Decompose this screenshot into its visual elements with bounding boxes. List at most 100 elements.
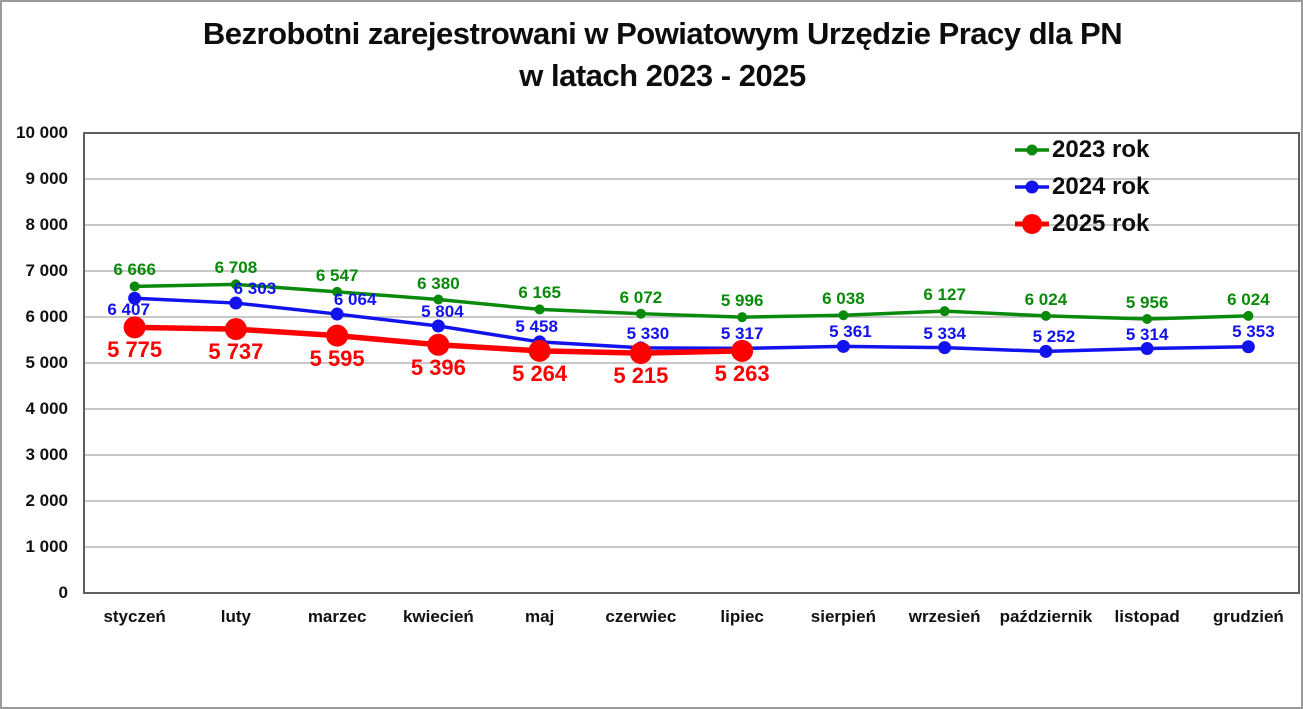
data-point <box>1241 340 1255 354</box>
x-axis-label: październik <box>999 607 1093 626</box>
legend-marker-2024-icon <box>1015 180 1049 193</box>
legend-marker-2023-icon <box>1015 144 1049 155</box>
data-label: 6 024 <box>1227 289 1270 309</box>
data-label: 6 064 <box>333 290 377 310</box>
y-axis-tick-label: 4 000 <box>25 399 68 418</box>
data-label: 5 264 <box>512 360 568 386</box>
legend-marker-2025-icon <box>1015 213 1049 234</box>
data-point <box>1243 310 1254 321</box>
x-axis-label: lipiec <box>720 607 764 626</box>
chart-title: Bezrobotni zarejestrowani w Powiatowym U… <box>24 13 1301 97</box>
data-label: 5 334 <box>923 323 966 343</box>
data-point <box>433 294 444 305</box>
data-label: 6 666 <box>113 260 156 280</box>
chart-title-line1: Bezrobotni zarejestrowani w Powiatowym U… <box>202 16 1123 51</box>
data-label: 6 547 <box>315 265 359 285</box>
data-label: 6 038 <box>822 289 865 309</box>
data-point <box>230 279 241 290</box>
data-point <box>836 339 850 353</box>
data-point <box>635 308 646 319</box>
legend-item-2024: 2024 rok <box>1014 168 1149 205</box>
y-axis-tick-label: 7 000 <box>25 261 68 280</box>
data-point <box>129 281 140 292</box>
y-axis-tick-label: 2 000 <box>25 491 68 510</box>
data-label: 6 072 <box>619 287 663 307</box>
data-label: 5 361 <box>829 322 872 342</box>
series-line-2024 <box>132 296 1251 354</box>
data-point <box>534 304 545 315</box>
data-point <box>330 307 344 321</box>
data-label: 6 708 <box>214 258 258 278</box>
data-point <box>938 341 952 355</box>
data-label: 6 407 <box>107 300 150 320</box>
y-axis-tick-label: 8 000 <box>25 215 68 234</box>
data-point <box>431 319 445 333</box>
data-point <box>1142 314 1153 325</box>
data-point <box>939 306 950 317</box>
data-label: 6 380 <box>417 273 460 293</box>
x-axis-label: styczeń <box>103 607 166 626</box>
data-label: 5 317 <box>720 324 764 344</box>
data-point <box>731 339 754 362</box>
x-axis-label: wrzesień <box>908 607 981 626</box>
data-label: 5 956 <box>1125 293 1169 313</box>
x-axis-label: maj <box>524 607 555 626</box>
series-line-2023 <box>132 282 1251 321</box>
data-label: 6 127 <box>923 285 966 305</box>
x-axis-label: luty <box>220 607 251 626</box>
y-axis-tick-label: 10 000 <box>16 123 68 142</box>
data-point <box>427 333 450 356</box>
data-point <box>332 286 343 297</box>
x-axis-label: kwiecień <box>402 607 474 626</box>
legend-item-2025: 2025 rok <box>1014 205 1149 242</box>
data-label: 5 263 <box>714 360 770 386</box>
data-label: 5 737 <box>208 339 264 365</box>
data-point <box>838 310 849 321</box>
data-point <box>1140 342 1154 356</box>
x-axis-label: grudzień <box>1212 607 1284 626</box>
data-point <box>326 324 349 347</box>
data-label: 5 996 <box>720 291 764 311</box>
data-label: 6 165 <box>518 283 561 303</box>
x-axis-label: sierpień <box>810 607 876 626</box>
y-axis-tick-label: 9 000 <box>25 169 68 188</box>
data-point <box>1040 310 1051 321</box>
data-label: 5 595 <box>309 345 365 371</box>
legend-item-2023: 2023 rok <box>1014 131 1149 168</box>
data-label: 5 252 <box>1032 327 1076 347</box>
legend: 2023 rok 2024 rok 2025 rok <box>1014 131 1149 242</box>
data-label: 5 804 <box>421 302 464 322</box>
x-axis-label: czerwiec <box>605 607 677 626</box>
data-label: 5 314 <box>1125 324 1169 344</box>
data-label: 5 458 <box>515 316 558 336</box>
y-axis-tick-label: 0 <box>58 583 68 602</box>
legend-label-2025: 2025 rok <box>1052 209 1150 237</box>
data-label: 5 330 <box>626 323 670 343</box>
legend-label-2024: 2024 rok <box>1052 172 1150 200</box>
y-axis-tick-label: 1 000 <box>25 537 68 556</box>
data-label: 5 775 <box>107 337 163 363</box>
data-point <box>629 342 652 365</box>
data-point <box>229 296 243 310</box>
data-point <box>737 312 748 323</box>
y-axis-tick-label: 6 000 <box>25 307 68 326</box>
data-point <box>528 339 551 362</box>
data-label: 5 353 <box>1232 321 1275 341</box>
data-point <box>1039 344 1053 358</box>
data-point <box>224 318 247 341</box>
data-label: 6 024 <box>1024 289 1068 309</box>
plot-border <box>83 132 1300 594</box>
y-axis-tick-label: 3 000 <box>25 445 68 464</box>
y-axis-tick-label: 5 000 <box>25 353 68 372</box>
data-label: 5 396 <box>410 354 466 380</box>
chart-title-line2: w latach 2023 - 2025 <box>519 58 806 93</box>
data-point <box>123 316 146 339</box>
x-axis-label: marzec <box>307 607 367 626</box>
data-label: 6 303 <box>233 279 277 299</box>
data-label: 5 215 <box>613 363 669 389</box>
x-axis-label: listopad <box>1114 607 1180 626</box>
legend-label-2023: 2023 rok <box>1052 135 1150 163</box>
data-point <box>128 291 142 305</box>
